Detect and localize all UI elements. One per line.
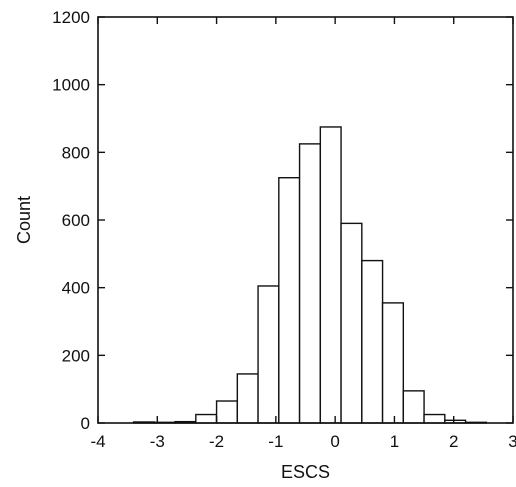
histogram-bar-5 xyxy=(236,373,259,424)
x-tick-label-2: -2 xyxy=(209,432,224,451)
histogram-bar-10 xyxy=(340,222,363,424)
histogram-bar-7 xyxy=(278,177,301,424)
histogram-bar-12 xyxy=(381,302,405,424)
histogram-bar-8 xyxy=(298,143,322,424)
y-axis-ticks: 0 200 400 600 800 1000 1200 xyxy=(52,8,513,433)
histogram-bar-9 xyxy=(319,126,342,424)
histogram-bar-11 xyxy=(361,259,384,424)
x-axis-ticks: -4 -3 -2 -1 0 1 2 3 xyxy=(90,17,516,451)
x-tick-label-0: -4 xyxy=(90,432,105,451)
x-axis-label: ESCS xyxy=(281,462,330,482)
x-tick-label-5: 1 xyxy=(390,432,399,451)
x-tick-label-1: -3 xyxy=(150,432,165,451)
x-tick-label-4: 0 xyxy=(330,432,339,451)
y-axis-label: Count xyxy=(14,196,34,244)
y-tick-label-4: 800 xyxy=(62,143,90,162)
y-tick-label-6: 1200 xyxy=(52,8,90,27)
y-tick-label-3: 600 xyxy=(62,211,90,230)
histogram-bars xyxy=(132,126,488,424)
x-tick-label-7: 3 xyxy=(508,432,516,451)
y-tick-label-0: 0 xyxy=(81,414,90,433)
histogram-bar-6 xyxy=(257,285,280,424)
histogram-bar-4 xyxy=(215,400,239,424)
x-tick-label-6: 2 xyxy=(449,432,458,451)
histogram-bar-3 xyxy=(195,413,218,424)
y-tick-label-5: 1000 xyxy=(52,76,90,95)
histogram-bar-13 xyxy=(402,390,425,424)
x-tick-label-3: -1 xyxy=(268,432,283,451)
y-tick-label-2: 400 xyxy=(62,279,90,298)
histogram-bar-14 xyxy=(423,413,446,424)
y-tick-label-1: 200 xyxy=(62,346,90,365)
